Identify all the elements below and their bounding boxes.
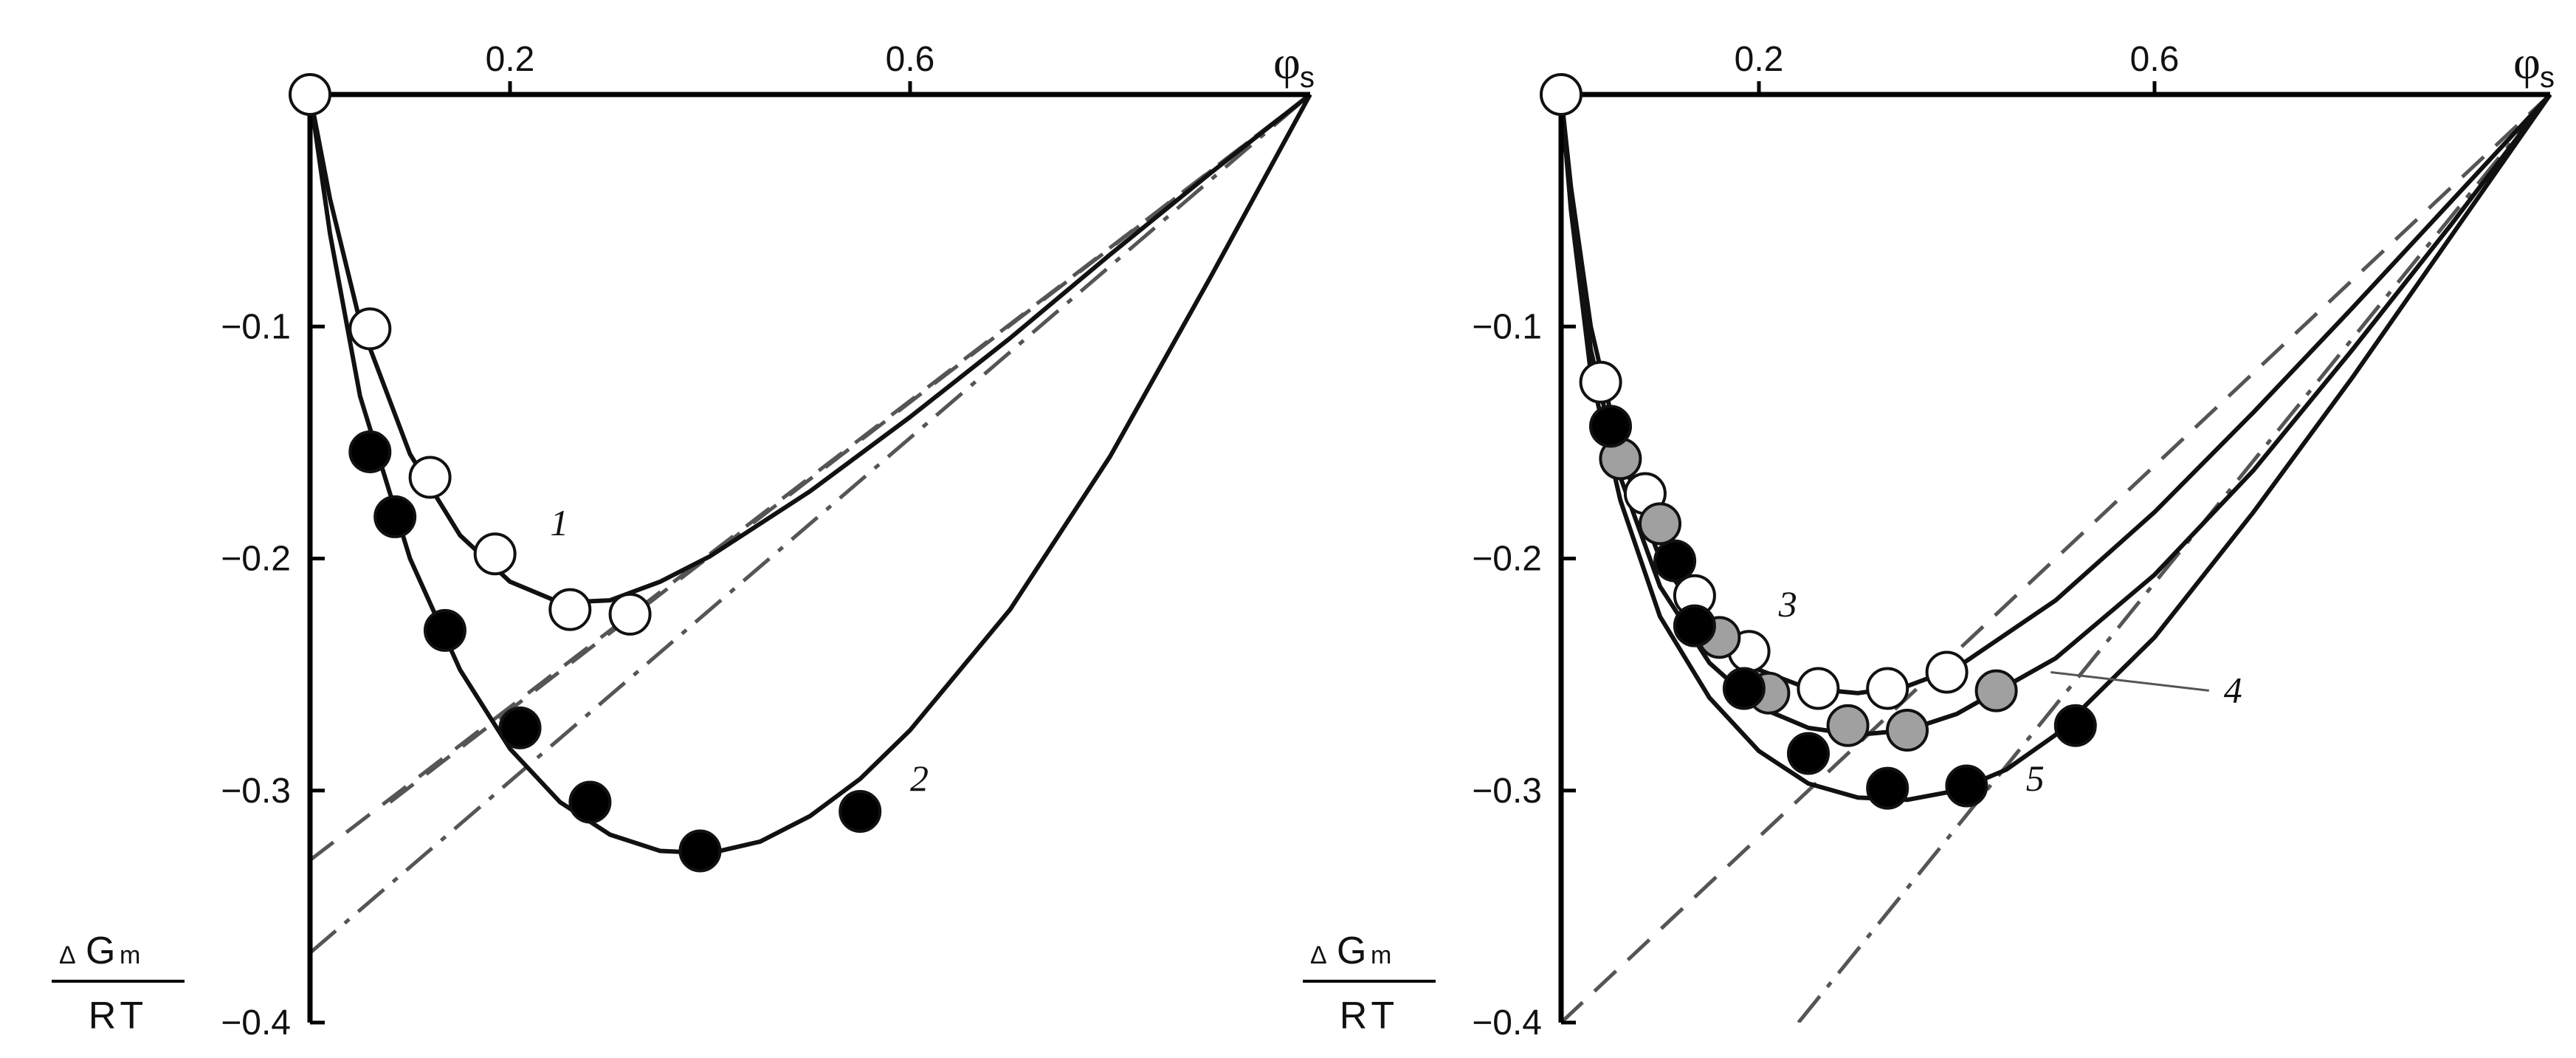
reference-line-3 — [310, 95, 1312, 955]
y-tick-label: −0.4 — [1472, 1003, 1542, 1042]
data-point-series-5 — [1866, 766, 1909, 810]
data-point-series-3 — [1579, 360, 1622, 404]
data-point-series-3 — [1797, 667, 1840, 710]
data-point-series-2 — [373, 495, 417, 538]
y-axis-label-numerator-sub: m — [120, 941, 140, 969]
y-tick-label: −0.3 — [221, 772, 291, 811]
x-tick-label: 0.6 — [2130, 40, 2180, 79]
data-point-series-1 — [473, 532, 517, 576]
x-tick-label: 0.2 — [486, 40, 535, 79]
data-point-series-5 — [1722, 667, 1766, 710]
data-point-series-5 — [1653, 539, 1697, 583]
data-point-series-5 — [1945, 764, 1988, 808]
data-point-series-5 — [2053, 704, 2097, 747]
x-axis-label-subscript: s — [2540, 61, 2555, 94]
data-point-series-2 — [838, 790, 882, 834]
data-point-series-5 — [1787, 732, 1830, 775]
annotation-leader-4 — [2050, 670, 2209, 692]
data-point-series-4 — [1639, 502, 1681, 546]
data-point-series-1 — [289, 73, 331, 116]
curve-1 — [308, 92, 1312, 605]
x-axis-label-subscript: s — [1300, 61, 1315, 94]
x-tick-label: 0.6 — [886, 40, 935, 79]
curve-label-3: 3 — [1778, 583, 1797, 625]
y-axis-label-delta: Δ — [1310, 941, 1327, 969]
curve-label-1: 1 — [550, 502, 568, 543]
y-axis-label-numerator-sub: m — [1371, 941, 1391, 969]
data-point-series-3 — [1866, 667, 1909, 710]
data-point-series-2 — [568, 780, 612, 824]
y-axis-label-denominator: RT — [1340, 995, 1399, 1037]
curve-label-5: 5 — [2026, 758, 2045, 799]
y-tick-label: −0.1 — [221, 307, 291, 346]
y-tick-label: −0.2 — [221, 540, 291, 579]
y-axis-label-delta: Δ — [59, 941, 76, 969]
x-tick-label: 0.2 — [1735, 40, 1784, 79]
y-tick-label: −0.1 — [1472, 307, 1542, 346]
reference-line-2 — [310, 95, 1312, 862]
curve-label-2: 2 — [910, 758, 929, 799]
x-axis-label: φ — [1273, 36, 1301, 89]
x-axis-label: φ — [2513, 36, 2541, 89]
data-point-series-3 — [1925, 650, 1969, 694]
data-point-series-4 — [1826, 704, 1870, 747]
data-point-series-2 — [678, 829, 722, 873]
reference-line-2 — [1797, 95, 2552, 1023]
data-point-series-5 — [1673, 604, 1716, 647]
data-point-series-5 — [1589, 405, 1632, 448]
y-axis-label-numerator: G — [1337, 930, 1366, 972]
data-point-series-2 — [348, 430, 392, 473]
data-point-series-1 — [548, 588, 592, 631]
y-axis-label-denominator: RT — [89, 995, 148, 1037]
y-tick-label: −0.2 — [1472, 540, 1542, 579]
data-point-series-4 — [1886, 709, 1929, 752]
data-point-series-2 — [498, 706, 542, 749]
data-point-series-1 — [608, 592, 652, 636]
y-tick-label: −0.4 — [221, 1003, 291, 1042]
data-point-series-4 — [1974, 669, 2018, 712]
data-point-series-3 — [1540, 73, 1583, 116]
data-point-series-2 — [423, 608, 466, 652]
y-axis-label-numerator: G — [86, 930, 115, 972]
curve-label-4: 4 — [2224, 669, 2242, 710]
data-point-series-1 — [408, 456, 452, 499]
data-point-series-1 — [348, 307, 392, 351]
y-tick-label: −0.3 — [1472, 772, 1542, 811]
